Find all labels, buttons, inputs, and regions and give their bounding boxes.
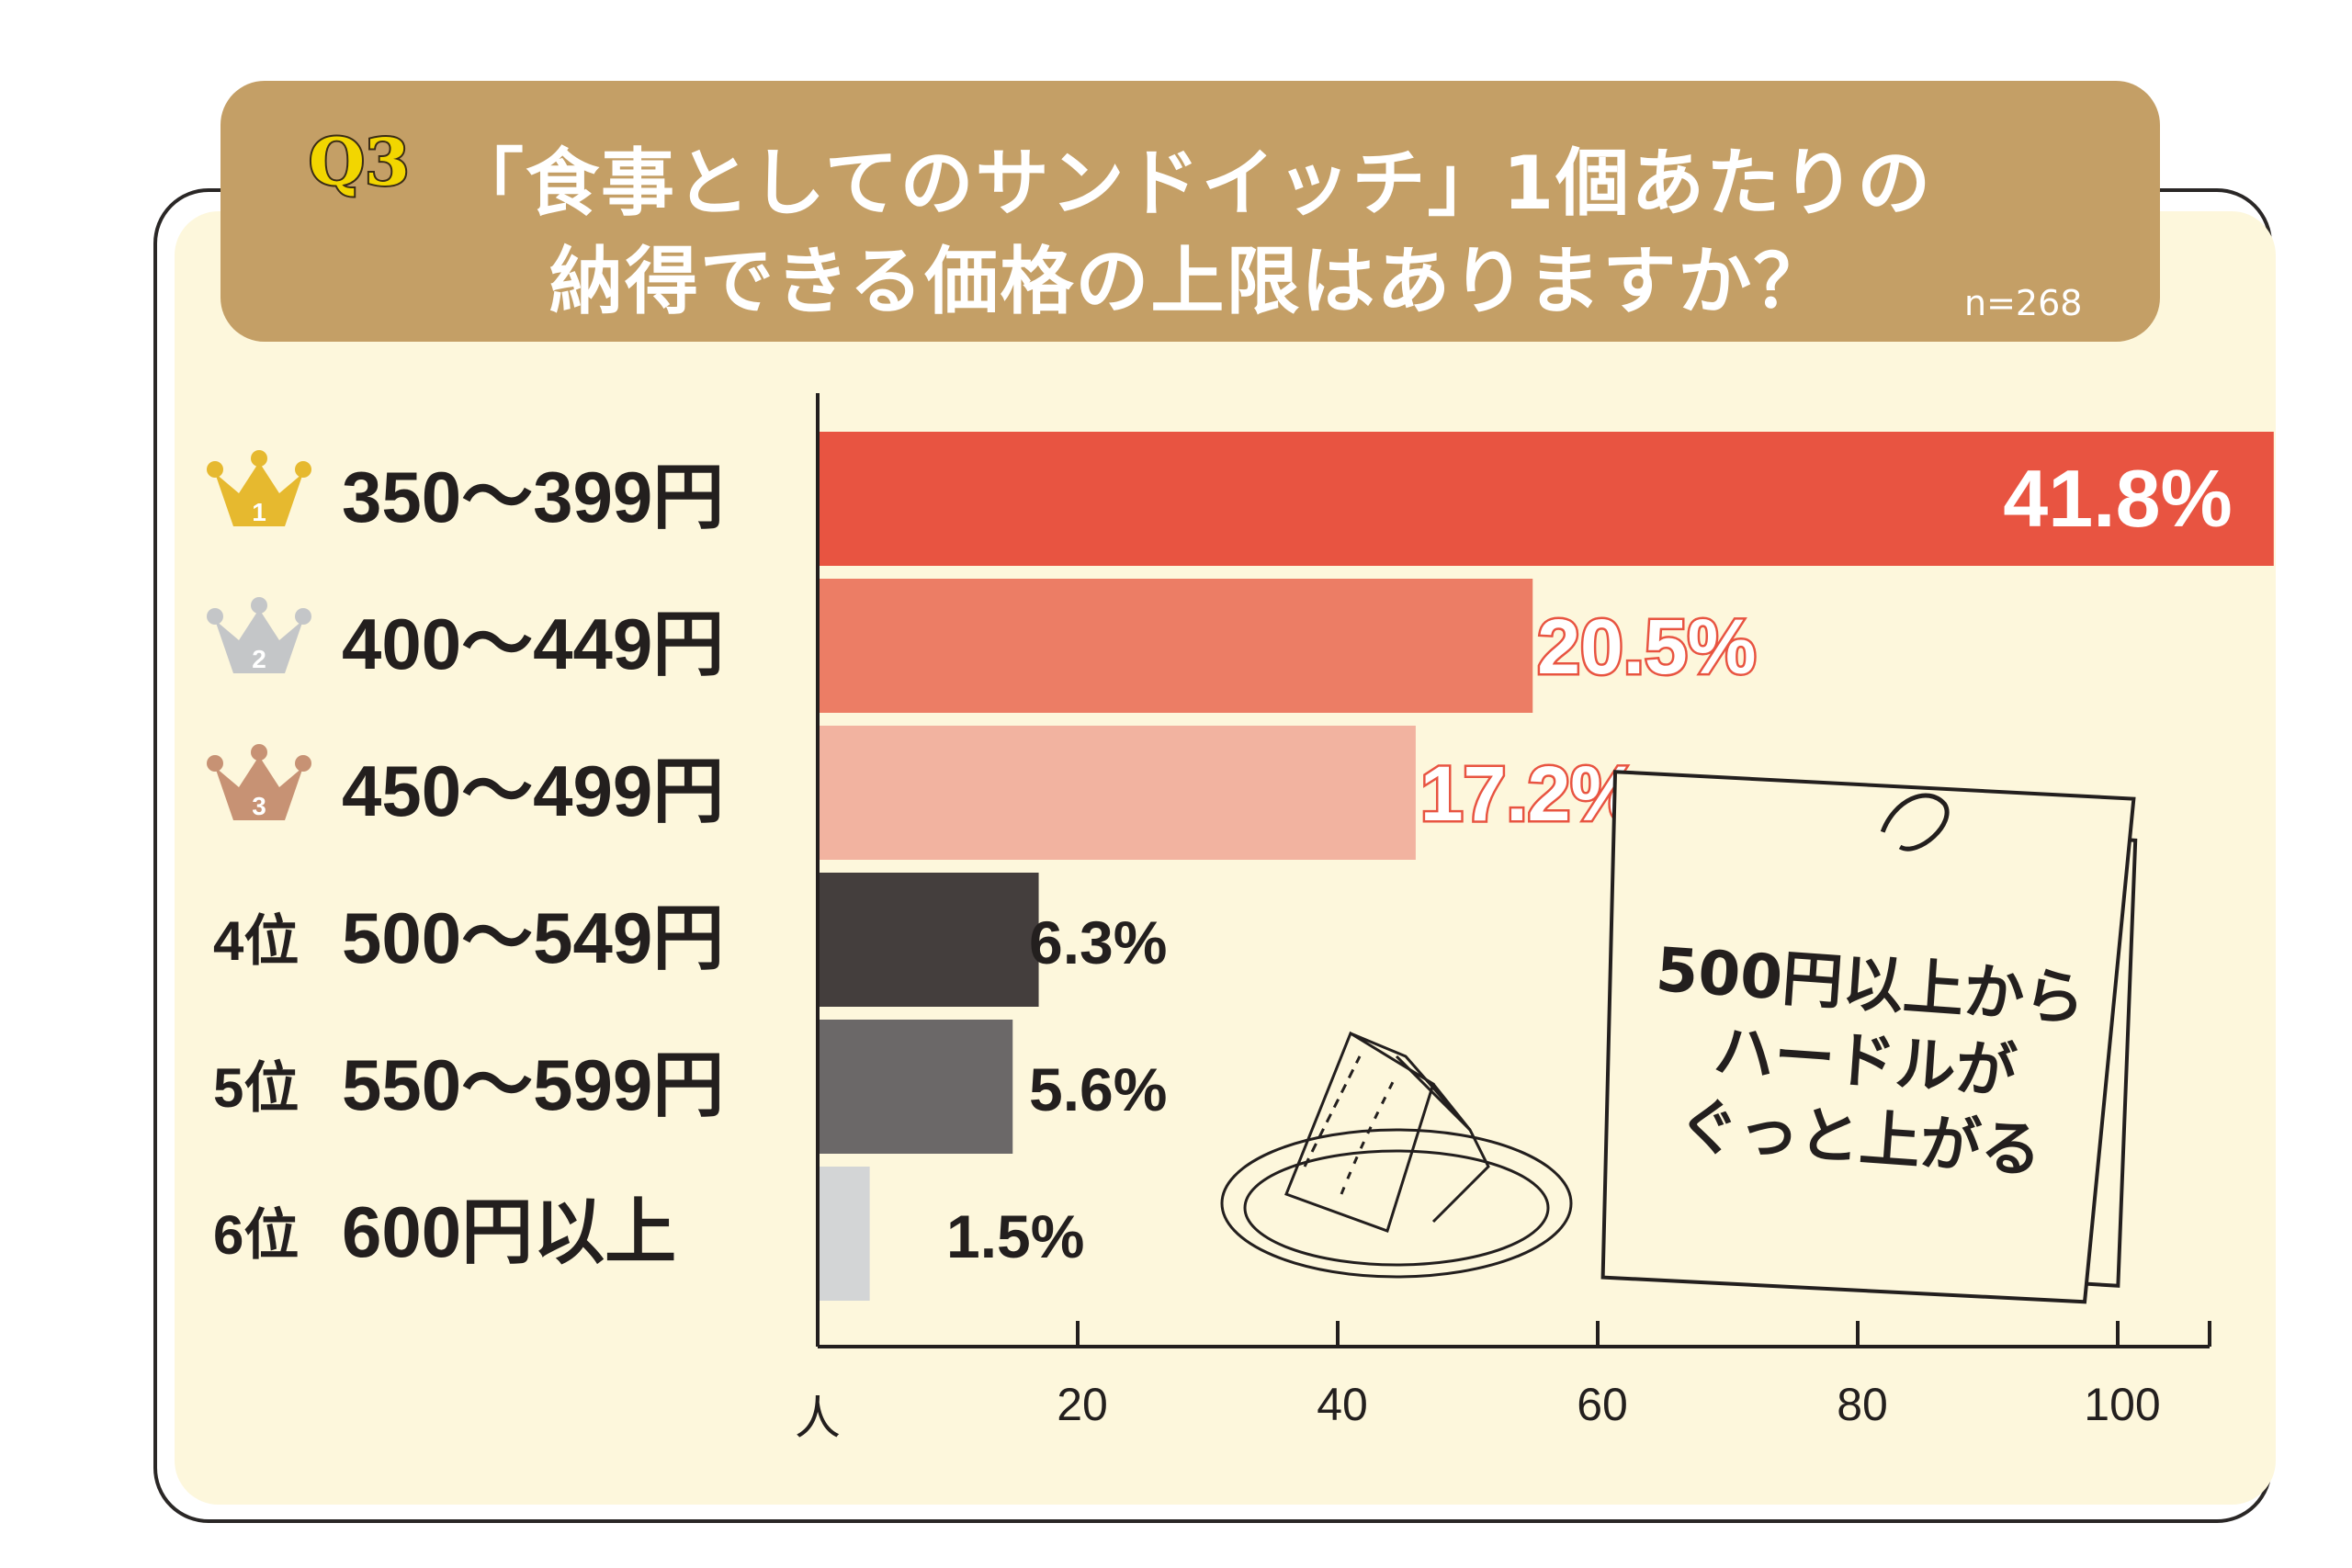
title-banner (220, 81, 2160, 342)
title-line-2: 納得できる価格の上限はありますか？ (549, 239, 1829, 324)
sample-size: n=268 (1964, 283, 2083, 323)
rank-number-3: 3 (252, 792, 266, 820)
bar-3 (818, 726, 1416, 860)
sandwich-illustration (1220, 1031, 1573, 1279)
rank-label-4: 4位 (213, 910, 299, 972)
x-tick-label-60: 60 (1577, 1379, 1628, 1430)
gold-crown-icon: 1 (207, 450, 311, 526)
category-label-2: 400〜449円 (342, 604, 724, 684)
category-label-3: 450〜499円 (342, 750, 724, 831)
bar-1 (818, 432, 2274, 566)
rank-label-6: 6位 (213, 1204, 299, 1266)
title-line-1: 「食事としてのサンドイッチ」1個あたりの (450, 141, 1933, 226)
x-tick-label-40: 40 (1317, 1379, 1368, 1430)
bar-6 (818, 1167, 870, 1301)
bar-value-label-2: 20.5% (1537, 604, 1756, 690)
bar-value-label-6: 1.5% (946, 1202, 1084, 1270)
rank-label-5: 5位 (213, 1057, 299, 1119)
category-labels: 350〜399円 1 400〜449円 2 450〜499円 3 500〜549円 4位 550… (207, 450, 724, 1272)
bars-group: 41.8% 20.5% 17.2% 6.3% 5.6% 1.5% (818, 432, 2274, 1301)
bar-5 (818, 1020, 1013, 1154)
bar-value-label-1: 41.8% (2003, 453, 2233, 544)
rank-number-2: 2 (252, 645, 266, 673)
question-number: Q3 (307, 122, 412, 202)
silver-crown-icon: 2 (207, 597, 311, 673)
bronze-crown-icon: 3 (207, 744, 311, 820)
bar-2 (818, 579, 1533, 713)
note-paper-illustration (1600, 770, 2138, 1304)
bar-4 (818, 873, 1039, 1007)
category-label-1: 350〜399円 (342, 457, 724, 537)
x-tick-label-100: 100 (2084, 1379, 2160, 1430)
x-axis: 20 40 60 80 100 人 (795, 393, 2211, 1444)
x-axis-unit-label: 人 (795, 1393, 841, 1444)
category-label-6: 600円以上 (342, 1191, 676, 1272)
bar-value-label-3: 17.2% (1420, 750, 1639, 837)
bar-value-label-4: 6.3% (1029, 908, 1167, 976)
x-tick-label-20: 20 (1057, 1379, 1108, 1430)
rank-number-1: 1 (252, 498, 266, 526)
category-label-4: 500〜549円 (342, 897, 724, 978)
x-tick-label-80: 80 (1837, 1379, 1888, 1430)
category-label-5: 550〜599円 (342, 1044, 724, 1125)
note-text: 500円以上から ハードルが ぐっと上がる (1610, 929, 2120, 1194)
bar-value-label-5: 5.6% (1029, 1055, 1167, 1123)
